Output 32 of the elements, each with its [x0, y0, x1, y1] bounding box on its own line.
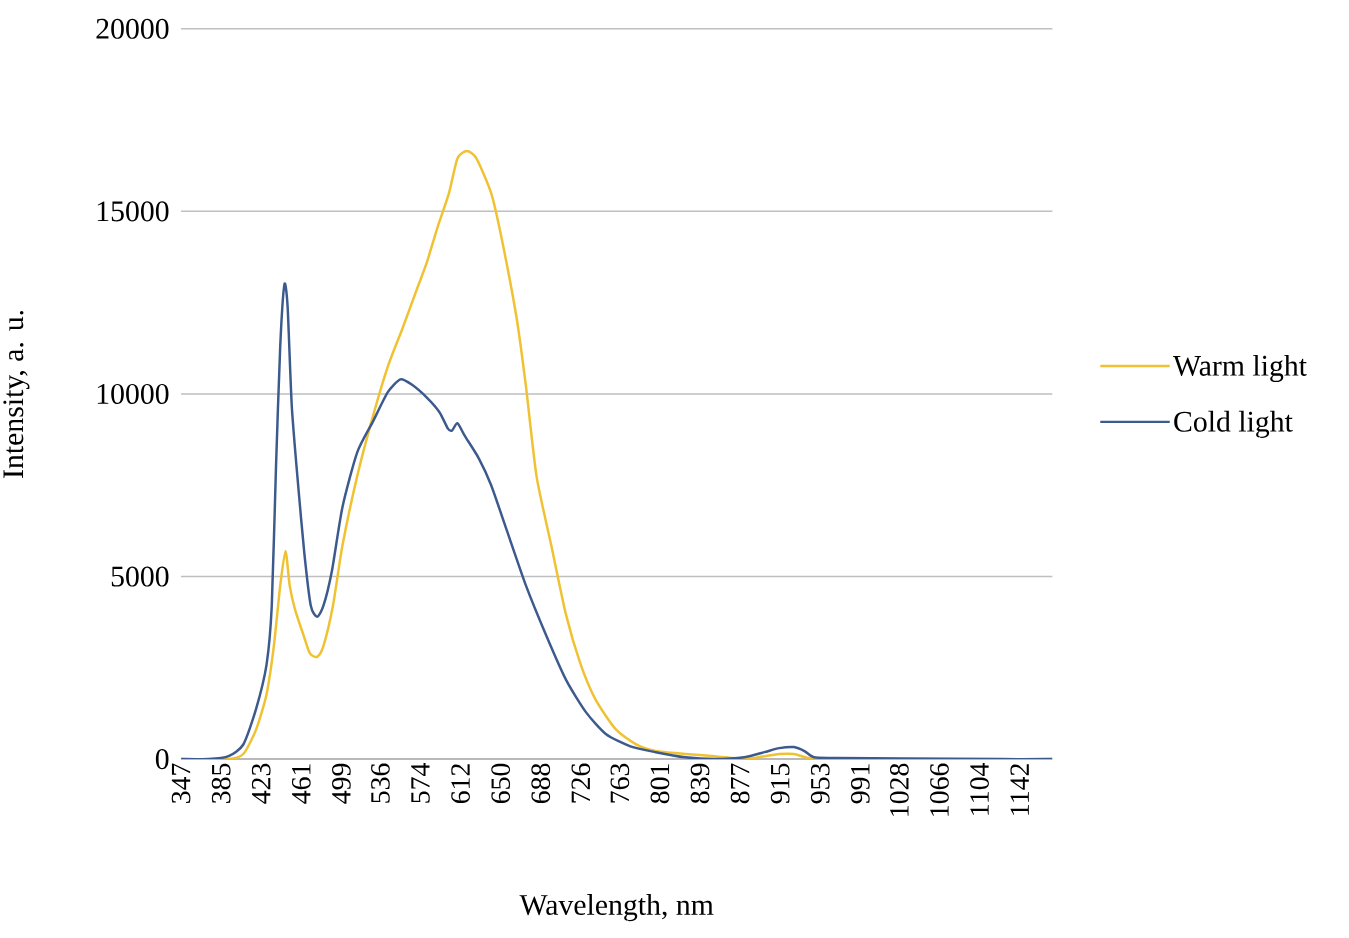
x-axis-title: Wavelength, nm: [519, 894, 714, 922]
x-tick-label: 839: [690, 763, 710, 804]
x-tick-label: 612: [451, 764, 470, 804]
y-tick-label: 10000: [97, 384, 169, 405]
x-tick-label: 499: [332, 763, 351, 804]
x-tick-label: 877: [730, 763, 750, 804]
x-tick-label: 915: [770, 763, 790, 804]
y-tick-label: 15000: [97, 201, 169, 222]
y-tick-label: 5000: [111, 566, 169, 587]
x-tick-label: 536: [371, 763, 390, 803]
x-tick-label: 953: [810, 763, 830, 804]
x-tick-label: 574: [411, 763, 430, 803]
x-tick-label: 461: [291, 764, 311, 804]
legend-label: Warm light: [1173, 355, 1307, 383]
x-tick-label: 763: [610, 763, 630, 803]
x-tick-label: 650: [491, 763, 511, 804]
y-tick-label: 20000: [96, 18, 169, 39]
x-tick-label: 801: [650, 764, 670, 804]
y-axis-title: Intensity, a. u.: [3, 311, 30, 479]
x-tick-label: 1066: [930, 763, 949, 816]
y-tick-label: 0: [155, 749, 169, 770]
x-tick-label: 1142: [1010, 764, 1029, 815]
x-tick-label: 1104: [970, 763, 989, 815]
line-series: [181, 283, 1053, 760]
legend-label: Cold light: [1174, 410, 1293, 439]
x-tick-label: 423: [251, 763, 271, 804]
x-tick-label: 385: [211, 763, 231, 804]
x-tick-label: 991: [851, 764, 870, 804]
x-tick-label: 726: [571, 763, 591, 803]
x-tick-label: 347: [171, 763, 191, 804]
x-tick-label: 688: [531, 763, 551, 804]
x-tick-label: 1028: [890, 763, 909, 816]
